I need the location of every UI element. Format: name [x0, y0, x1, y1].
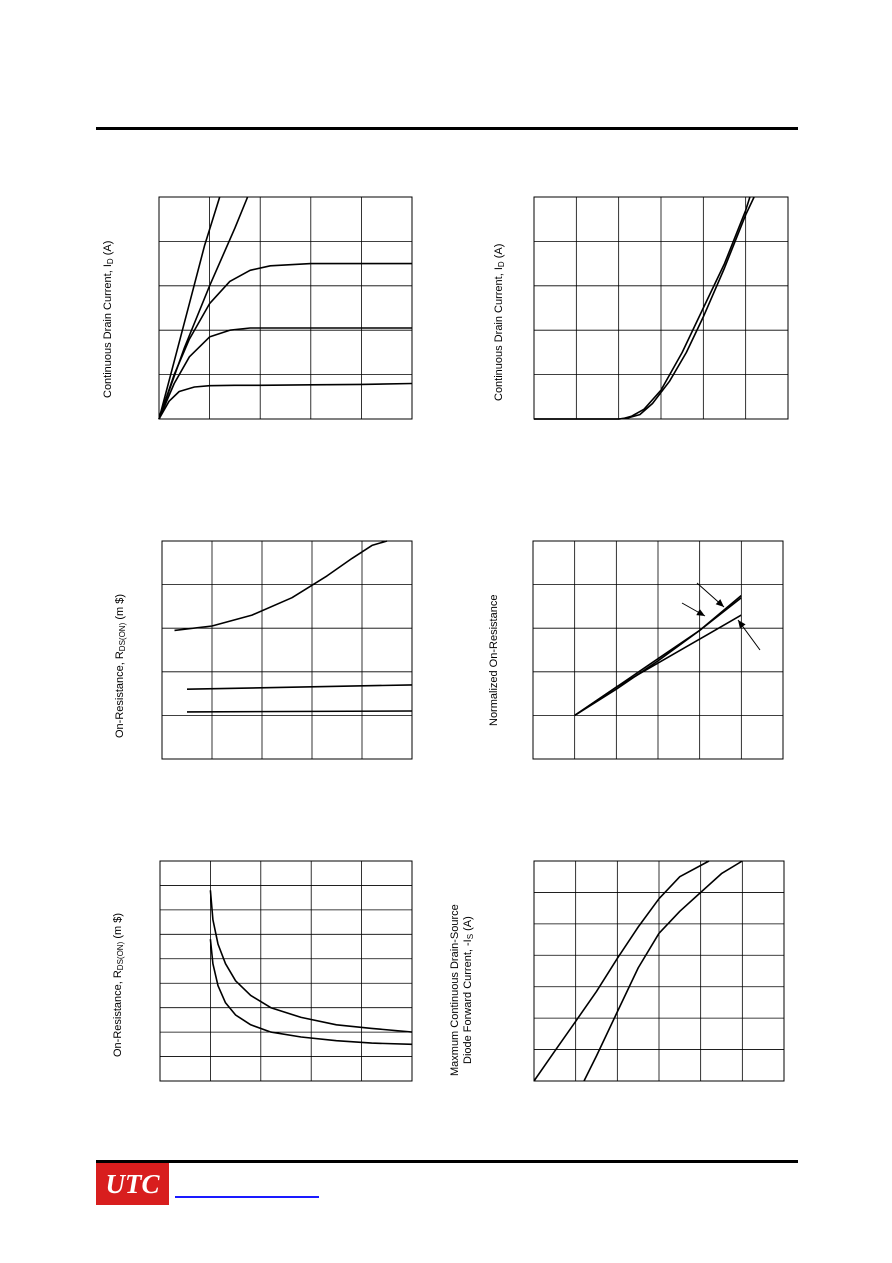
chart-4-series-2 — [574, 594, 742, 717]
chart-3-series-1 — [174, 540, 388, 632]
utc-logo-text: UTC — [105, 1168, 160, 1199]
chart-3-series-3 — [186, 710, 413, 713]
chart-4-series-3 — [574, 614, 742, 717]
chart-6 — [533, 860, 785, 1082]
charts-layer — [158, 196, 789, 1082]
footer-rule — [96, 1160, 798, 1163]
ylabel-chart-6: Maxmum Continuous Drain-Source Diode For… — [449, 904, 475, 1076]
ylabel-chart-5: On-Resistance, RDS(ON) (m $) — [112, 913, 125, 1057]
chart-2 — [533, 196, 789, 420]
chart-3 — [161, 540, 413, 760]
chart-6-series-2 — [583, 860, 743, 1082]
annotation-arrowhead-3 — [738, 620, 746, 629]
utc-logo: UTC — [96, 1163, 169, 1205]
chart-1-series-3 — [158, 262, 412, 420]
chart-1-series-5 — [158, 382, 413, 420]
chart-6-series-1 — [533, 860, 710, 1082]
ylabel-chart-3: On-Resistance, RDS(ON) (m $) — [114, 594, 127, 738]
chart-4-annotation-arrows — [681, 582, 761, 651]
chart-2-series-1 — [534, 196, 751, 420]
chart-5-series-1 — [209, 890, 413, 1033]
ylabel-chart-2: Continuous Drain Current, ID (A) — [493, 243, 506, 401]
chart-2-series-2 — [534, 196, 755, 420]
ylabel-chart-4: Normalized On-Resistance — [488, 594, 500, 726]
chart-1-series-4 — [158, 327, 412, 420]
chart-3-frame — [161, 540, 413, 760]
chart-1-frame — [158, 196, 413, 420]
website-link-underline[interactable] — [175, 1196, 319, 1198]
chart-5-frame — [159, 860, 413, 1082]
chart-5 — [159, 860, 413, 1082]
header-rule — [96, 127, 798, 130]
chart-4 — [532, 540, 784, 760]
chart-5-series-2 — [209, 939, 413, 1046]
annotation-arrowhead-2 — [696, 609, 705, 616]
chart-3-series-2 — [186, 684, 413, 690]
chart-1 — [158, 196, 413, 420]
chart-1-series-1 — [158, 196, 221, 420]
annotation-arrowhead-1 — [715, 599, 724, 607]
ylabel-chart-1: Continuous Drain Current, ID (A) — [102, 240, 115, 398]
